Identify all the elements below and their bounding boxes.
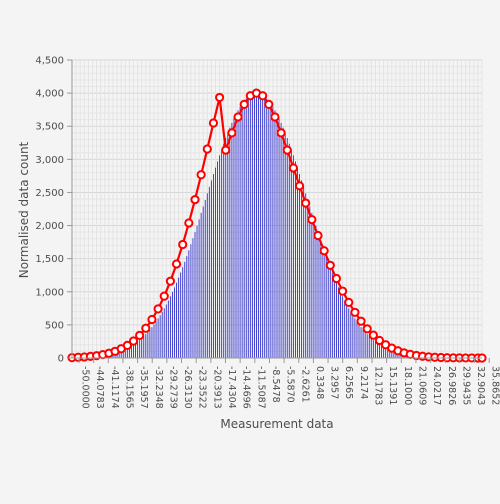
fit-curve-marker <box>264 99 274 109</box>
fit-curve-marker <box>270 112 280 122</box>
fit-curve-marker <box>128 336 139 346</box>
x-tick-label: 21.0609 <box>416 366 427 405</box>
fit-curve-marker <box>313 230 323 241</box>
y-tick-label: 1,500 <box>35 254 64 265</box>
fit-curve-marker <box>338 286 348 296</box>
fit-curve-marker <box>307 214 317 225</box>
fit-curve-marker <box>141 323 151 333</box>
y-tick-label: 4,500 <box>35 56 64 67</box>
fit-curve-marker <box>227 128 237 138</box>
y-tick-label: 3,500 <box>35 122 64 133</box>
y-tick-label: 2,000 <box>35 221 64 232</box>
x-axis-ticks: -50.0000 -44.0783 -41.1174 -38.1565 -35.1957… <box>78 358 500 409</box>
x-tick-label: -50.0000 <box>80 366 91 409</box>
fit-curve-marker <box>178 239 188 250</box>
fit-curve-marker <box>368 330 378 340</box>
fit-curve-marker <box>196 170 206 180</box>
fit-curve-marker <box>350 307 360 317</box>
fit-curve-marker <box>215 92 225 103</box>
fit-curve-marker <box>344 297 354 307</box>
fit-curve-marker <box>282 145 292 155</box>
x-tick-label: 29.9435 <box>460 366 471 405</box>
fit-curve-marker <box>208 118 219 128</box>
x-tick-label: -35.1957 <box>138 366 149 409</box>
fit-curve-marker <box>362 324 372 334</box>
x-tick-label: 0.3348 <box>314 366 325 399</box>
y-tick-label: 3,000 <box>35 155 64 166</box>
x-tick-label: -38.1565 <box>123 366 134 409</box>
x-tick-label: -20.3913 <box>211 366 222 409</box>
fit-curve-marker <box>122 340 132 350</box>
x-tick-label: 3.2957 <box>329 366 340 399</box>
fit-curve-marker <box>190 194 200 205</box>
fit-curve-marker <box>159 291 169 301</box>
y-tick-label: 0 <box>58 354 64 365</box>
fit-curve-marker <box>288 163 298 173</box>
axes <box>71 60 482 359</box>
fit-curve-marker <box>319 246 329 256</box>
fit-curve-marker <box>301 198 311 208</box>
x-tick-label: -23.3522 <box>197 366 208 409</box>
fit-curve-marker <box>258 91 268 101</box>
x-tick-label: 12.1783 <box>373 366 384 405</box>
x-tick-label: 15.1391 <box>387 366 398 405</box>
x-tick-label: 18.1000 <box>402 366 413 405</box>
x-tick-label: -44.0783 <box>94 366 105 409</box>
x-axis-label: Measurement data <box>220 417 333 431</box>
x-tick-label: 6.2565 <box>343 366 354 399</box>
fit-curve-marker <box>356 316 366 326</box>
fit-curve-marker <box>276 128 286 138</box>
x-tick-label: -29.2739 <box>167 366 178 409</box>
fit-curve-marker <box>202 144 212 154</box>
y-tick-label: 1,000 <box>35 287 64 298</box>
y-axis-label: Normalised data count <box>17 141 31 278</box>
fit-curve-marker <box>184 218 194 228</box>
fit-curve-marker <box>171 259 182 269</box>
fit-curve-marker <box>331 273 342 284</box>
x-tick-label: -32.2348 <box>153 366 164 409</box>
fit-curve-marker <box>325 260 335 270</box>
y-tick-label: 4,000 <box>35 89 64 100</box>
fit-curve-marker <box>374 335 385 346</box>
x-tick-label: 9.2174 <box>358 366 369 399</box>
x-tick-label: 26.9826 <box>446 366 457 405</box>
fit-curve-marker <box>221 145 231 155</box>
x-tick-label: 32.9043 <box>475 366 486 405</box>
x-tick-label: 24.0217 <box>431 366 442 405</box>
y-axis-ticks: 0 500 1,000 1,500 2,000 2,500 3,000 3,500 4,000 4… <box>35 56 72 365</box>
fit-curve-marker <box>165 276 175 286</box>
y-tick-label: 500 <box>45 320 64 331</box>
fit-curve-marker <box>239 99 249 109</box>
x-tick-label: -8.5478 <box>270 366 281 403</box>
x-tick-label: -11.5087 <box>255 366 266 409</box>
fit-curve-marker <box>294 181 305 191</box>
fit-curve-marker <box>153 304 163 314</box>
x-tick-label: -14.4696 <box>241 366 252 409</box>
y-tick-label: 2,500 <box>35 188 64 199</box>
x-tick-label: -5.5870 <box>285 366 296 403</box>
x-tick-label: -26.3130 <box>182 366 193 409</box>
x-tick-label: 35.8652 <box>490 366 500 405</box>
fit-curve-marker <box>147 314 157 325</box>
x-tick-label: -41.1174 <box>109 366 120 409</box>
x-tick-label: -2.6261 <box>299 366 310 403</box>
fit-curve-marker <box>233 112 243 122</box>
fit-curve-marker <box>135 330 145 340</box>
x-tick-label: -17.4304 <box>226 366 237 409</box>
